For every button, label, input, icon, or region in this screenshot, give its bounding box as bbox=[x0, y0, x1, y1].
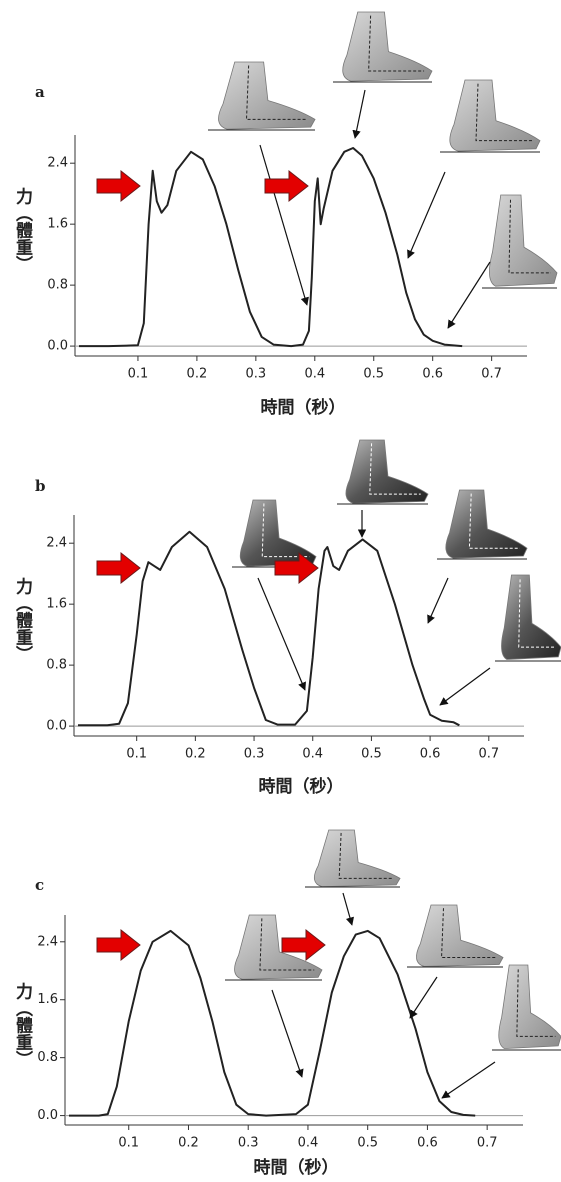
force-line bbox=[79, 148, 462, 346]
x-tick-label: 0.5 bbox=[363, 367, 384, 382]
pointer-arrow bbox=[272, 990, 302, 1077]
pointer-arrow bbox=[408, 172, 445, 258]
x-tick-label: 0.5 bbox=[361, 747, 382, 762]
x-tick-label: 0.3 bbox=[245, 367, 266, 382]
y-tick-label: 1.6 bbox=[46, 597, 67, 612]
x-tick-label: 0.4 bbox=[302, 747, 323, 762]
foot-image bbox=[219, 62, 315, 129]
x-axis-label: 時間（秒） bbox=[259, 776, 344, 797]
red-arrow bbox=[97, 930, 140, 960]
x-axis-label: 時間（秒） bbox=[261, 397, 346, 418]
x-axis-label: 時間（秒） bbox=[254, 1157, 339, 1178]
y-tick-label: 0.0 bbox=[47, 339, 68, 354]
y-tick-label: 0.8 bbox=[47, 278, 68, 293]
foot-image bbox=[343, 12, 432, 81]
x-tick-label: 0.7 bbox=[478, 747, 499, 762]
y-tick-label: 2.4 bbox=[37, 934, 58, 949]
pointer-arrow bbox=[355, 90, 365, 138]
foot-image bbox=[450, 80, 540, 151]
x-tick-label: 0.4 bbox=[298, 1136, 319, 1151]
figure: 0.0 0.8 1.6 2.4 0.1 0.2 0.3 0.4 0.5 0.6 0.7 a 時間（秒） 力… bbox=[0, 0, 561, 1182]
y-axis-label: 力（體重） bbox=[12, 981, 33, 1067]
x-tick-label: 0.1 bbox=[128, 367, 149, 382]
foot-image bbox=[446, 490, 527, 558]
red-arrow bbox=[97, 553, 140, 583]
foot-image bbox=[240, 500, 316, 566]
x-tick-label: 0.1 bbox=[126, 747, 147, 762]
x-tick-label: 0.3 bbox=[238, 1136, 259, 1151]
y-tick-label: 2.4 bbox=[47, 156, 68, 171]
x-tick-label: 0.7 bbox=[477, 1136, 498, 1151]
foot-image bbox=[499, 965, 561, 1049]
pointer-arrow bbox=[448, 262, 490, 328]
panel-label: a bbox=[35, 83, 45, 101]
y-axis-label: 力（體重） bbox=[12, 576, 33, 662]
pointer-arrow bbox=[410, 977, 437, 1018]
red-arrow bbox=[97, 171, 140, 201]
x-tick-label: 0.2 bbox=[178, 1136, 199, 1151]
x-tick-label: 0.7 bbox=[481, 367, 502, 382]
foot-image bbox=[501, 575, 561, 659]
y-tick-label: 2.4 bbox=[46, 536, 67, 551]
x-tick-label: 0.3 bbox=[244, 747, 265, 762]
pointer-arrow bbox=[440, 668, 490, 705]
x-tick-label: 0.6 bbox=[420, 747, 441, 762]
foot-shape bbox=[314, 830, 400, 887]
y-tick-label: 0.0 bbox=[37, 1108, 58, 1123]
x-tick-label: 0.4 bbox=[304, 367, 325, 382]
y-tick-label: 1.6 bbox=[47, 217, 68, 232]
x-tick-label: 0.1 bbox=[118, 1136, 139, 1151]
pointer-arrow bbox=[258, 578, 305, 690]
x-tick-label: 0.6 bbox=[417, 1136, 438, 1151]
y-axis-label: 力（體重） bbox=[12, 186, 33, 272]
pointer-arrow bbox=[260, 145, 307, 305]
y-tick-label: 0.8 bbox=[46, 658, 67, 673]
x-tick-label: 0.6 bbox=[422, 367, 443, 382]
y-tick-label: 1.6 bbox=[37, 992, 58, 1007]
pointer-arrow bbox=[442, 1062, 495, 1098]
y-tick-label: 0.0 bbox=[46, 719, 67, 734]
x-tick-label: 0.2 bbox=[187, 367, 208, 382]
foot-image bbox=[346, 440, 428, 503]
foot-image bbox=[489, 195, 557, 286]
red-arrow bbox=[265, 171, 308, 201]
y-tick-label: 0.8 bbox=[37, 1050, 58, 1065]
x-tick-label: 0.2 bbox=[185, 747, 206, 762]
panel-label: c bbox=[35, 876, 44, 894]
panel-label: b bbox=[35, 477, 46, 495]
x-tick-label: 0.5 bbox=[357, 1136, 378, 1151]
foot-image bbox=[416, 905, 503, 966]
pointer-arrow bbox=[428, 578, 448, 623]
foot-image bbox=[314, 830, 400, 887]
pointer-arrow bbox=[343, 893, 352, 925]
